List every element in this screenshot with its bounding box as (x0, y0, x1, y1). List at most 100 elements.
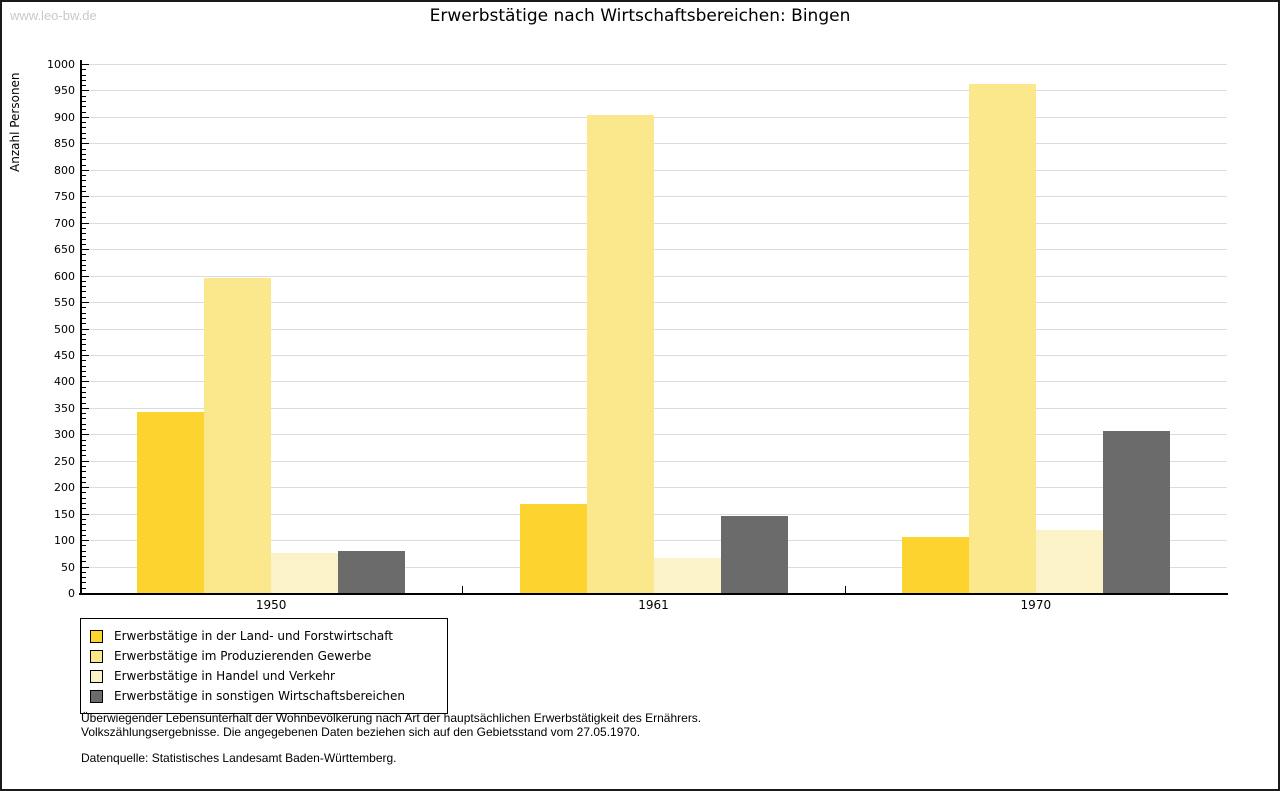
chart-title: Erwerbstätige nach Wirtschaftsbereichen:… (429, 6, 851, 26)
legend-swatch-sonstige-wirtschaftsbereiche (90, 689, 103, 703)
y-minor-tick (82, 79, 86, 81)
y-minor-tick (82, 286, 86, 288)
y-minor-tick (82, 508, 86, 510)
y-tick-label: 350 (54, 401, 75, 415)
gridline (80, 407, 1227, 409)
bar-1950-series-1 (204, 278, 272, 593)
y-minor-tick (82, 386, 86, 388)
y-minor-tick (82, 397, 86, 399)
y-minor-tick (82, 296, 86, 298)
y-minor-tick (82, 190, 86, 192)
gridline (80, 222, 1227, 224)
gridline (80, 64, 1227, 65)
y-major-tick (82, 90, 89, 92)
y-minor-tick (82, 391, 86, 393)
legend-item: Erwerbstätige im Produzierenden Gewerbe (90, 646, 437, 666)
y-tick-label: 650 (54, 243, 75, 257)
y-minor-tick (82, 402, 86, 404)
gridline (80, 381, 1227, 383)
y-minor-tick (82, 418, 86, 420)
y-tick-label: 700 (54, 216, 75, 230)
y-major-tick (82, 407, 89, 409)
y-minor-tick (82, 206, 86, 208)
y-major-tick (82, 275, 89, 277)
footnote-line-1: Überwiegender Lebensunterhalt der Wohnbe… (81, 711, 702, 725)
gridline (80, 434, 1227, 436)
y-minor-tick (82, 444, 86, 446)
y-major-tick (82, 64, 89, 65)
y-minor-tick (82, 450, 86, 452)
y-minor-tick (82, 503, 86, 505)
y-minor-tick (82, 212, 86, 214)
y-minor-tick (82, 291, 86, 293)
y-minor-tick (82, 323, 86, 325)
y-minor-tick (82, 132, 86, 134)
y-minor-tick (82, 471, 86, 473)
y-minor-tick (82, 317, 86, 319)
y-minor-tick (82, 159, 86, 161)
y-minor-tick (82, 577, 86, 579)
y-major-tick (82, 169, 89, 171)
legend-label: Erwerbstätige in Handel und Verkehr (114, 669, 335, 683)
y-major-tick (82, 222, 89, 224)
y-minor-tick (82, 582, 86, 584)
x-axis-line (79, 593, 1228, 595)
y-tick-label: 450 (54, 348, 75, 362)
bar-1961-series-1 (586, 115, 654, 593)
legend-item: Erwerbstätige in sonstigen Wirtschaftsbe… (90, 686, 437, 706)
legend-label: Erwerbstätige in der Land- und Forstwirt… (114, 629, 393, 643)
y-minor-tick (82, 534, 86, 536)
gridline (80, 143, 1227, 145)
y-minor-tick (82, 74, 86, 76)
y-minor-tick (82, 455, 86, 457)
y-minor-tick (82, 333, 86, 335)
y-tick-label: 1000 (47, 58, 75, 71)
y-major-tick (82, 434, 89, 436)
y-tick-label: 50 (61, 560, 75, 574)
x-category-label: 1970 (1020, 598, 1052, 612)
y-axis-line (80, 60, 82, 595)
y-minor-tick (82, 122, 86, 124)
y-minor-tick (82, 254, 86, 256)
y-major-tick (82, 116, 89, 118)
gridline (80, 354, 1227, 356)
x-boundary-tick (844, 586, 846, 593)
bar-1970-series-0 (901, 536, 969, 593)
y-minor-tick (82, 545, 86, 547)
y-major-tick (82, 487, 89, 489)
y-tick-label: 400 (54, 375, 75, 389)
y-minor-tick (82, 413, 86, 415)
y-minor-tick (82, 344, 86, 346)
x-category-label: 1950 (255, 598, 287, 612)
y-major-tick (82, 566, 89, 568)
gridline (80, 487, 1227, 489)
y-tick-label: 850 (54, 137, 75, 151)
y-minor-tick (82, 153, 86, 155)
y-major-tick (82, 381, 89, 383)
y-minor-tick (82, 360, 86, 362)
bar-1970-series-3 (1102, 430, 1170, 593)
y-minor-tick (82, 148, 86, 150)
y-minor-tick (82, 127, 86, 129)
y-major-tick (82, 460, 89, 462)
legend-item: Erwerbstätige in der Land- und Forstwirt… (90, 626, 437, 646)
y-major-tick (82, 354, 89, 356)
gridline (80, 90, 1227, 92)
y-minor-tick (82, 587, 86, 589)
gridline (80, 169, 1227, 171)
bar-1950-series-0 (137, 411, 205, 593)
y-minor-tick (82, 497, 86, 499)
y-tick-label: 600 (54, 269, 75, 283)
y-minor-tick (82, 339, 86, 341)
bar-1961-series-3 (720, 516, 788, 593)
footnotes: Überwiegender Lebensunterhalt der Wohnbe… (81, 711, 701, 765)
y-tick-label: 800 (54, 163, 75, 177)
y-minor-tick (82, 280, 86, 282)
y-minor-tick (82, 201, 86, 203)
watermark: www.leo-bw.de (10, 8, 97, 23)
y-tick-label: 200 (54, 481, 75, 495)
y-minor-tick (82, 243, 86, 245)
y-minor-tick (82, 466, 86, 468)
